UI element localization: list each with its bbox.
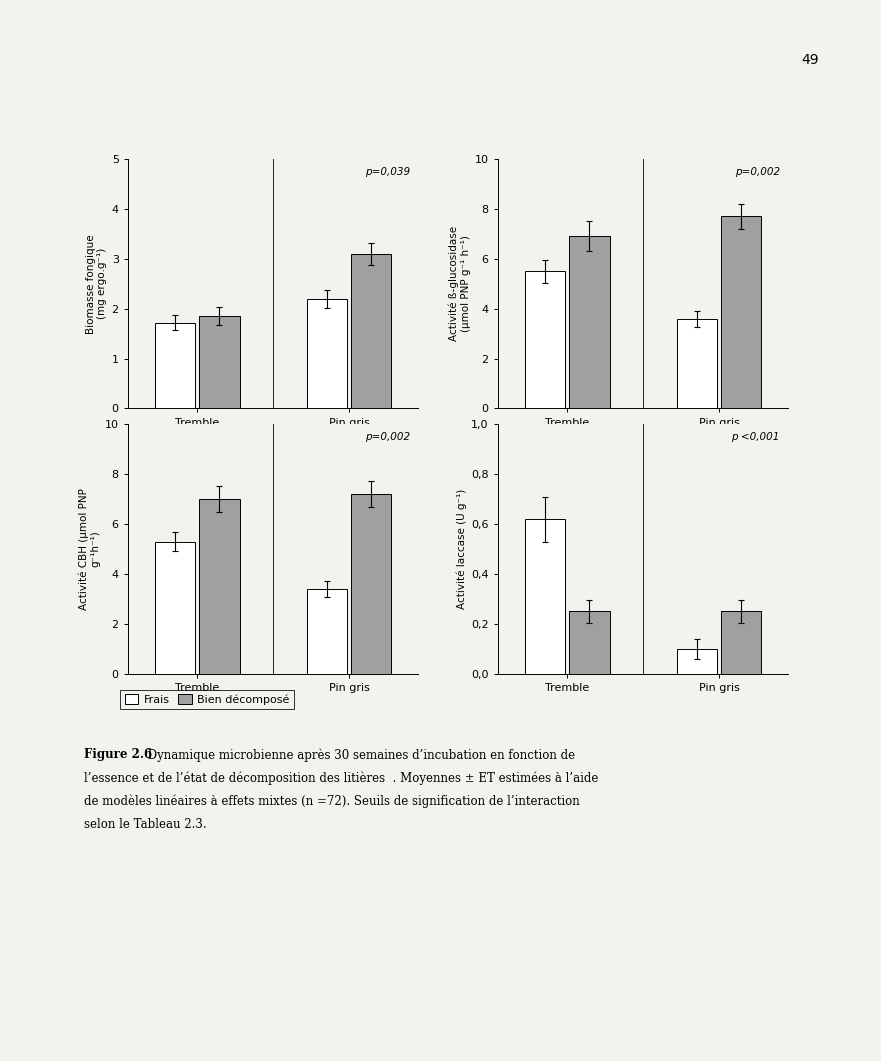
Y-axis label: Activité laccase (U g⁻¹): Activité laccase (U g⁻¹)	[456, 489, 467, 609]
Bar	[721, 216, 761, 408]
Bar	[307, 589, 347, 674]
Text: p=0,039: p=0,039	[365, 167, 410, 176]
Y-axis label: Activité ß-glucosidase
(µmol PNP g⁻¹ h⁻¹): Activité ß-glucosidase (µmol PNP g⁻¹ h⁻¹…	[448, 226, 470, 342]
Y-axis label: Activité CBH (µmol PNP
g⁻¹h⁻¹): Activité CBH (µmol PNP g⁻¹h⁻¹)	[78, 488, 100, 610]
Text: Dynamique microbienne après 30 semaines d’incubation en fonction de: Dynamique microbienne après 30 semaines …	[144, 748, 574, 762]
Bar	[307, 299, 347, 408]
Bar	[677, 318, 717, 408]
Legend: Frais, Bien décomposé: Frais, Bien décomposé	[120, 690, 294, 710]
Bar	[199, 499, 240, 674]
Bar	[525, 519, 566, 674]
Text: de modèles linéaires à effets mixtes (n =72). Seuils de signification de l’inter: de modèles linéaires à effets mixtes (n …	[84, 795, 580, 808]
Text: p <0,001: p <0,001	[731, 432, 780, 441]
Text: l’essence et de l’état de décomposition des litières  . Moyennes ± ET estimées à: l’essence et de l’état de décomposition …	[84, 771, 598, 785]
Text: 49: 49	[802, 53, 819, 67]
Bar	[525, 272, 566, 408]
Text: selon le Tableau 2.3.: selon le Tableau 2.3.	[84, 818, 206, 831]
Y-axis label: Biomasse fongique
(mg ergo.g⁻¹): Biomasse fongique (mg ergo.g⁻¹)	[85, 234, 107, 333]
Bar	[351, 494, 391, 674]
Bar	[155, 323, 196, 408]
Bar	[155, 541, 196, 674]
Text: Figure 2.6: Figure 2.6	[84, 748, 152, 761]
Bar	[569, 611, 610, 674]
Bar	[351, 254, 391, 408]
Text: p=0,002: p=0,002	[735, 167, 780, 176]
Bar	[569, 237, 610, 408]
Bar	[199, 316, 240, 408]
Bar	[721, 611, 761, 674]
Text: p=0,002: p=0,002	[365, 432, 410, 441]
Bar	[677, 649, 717, 674]
